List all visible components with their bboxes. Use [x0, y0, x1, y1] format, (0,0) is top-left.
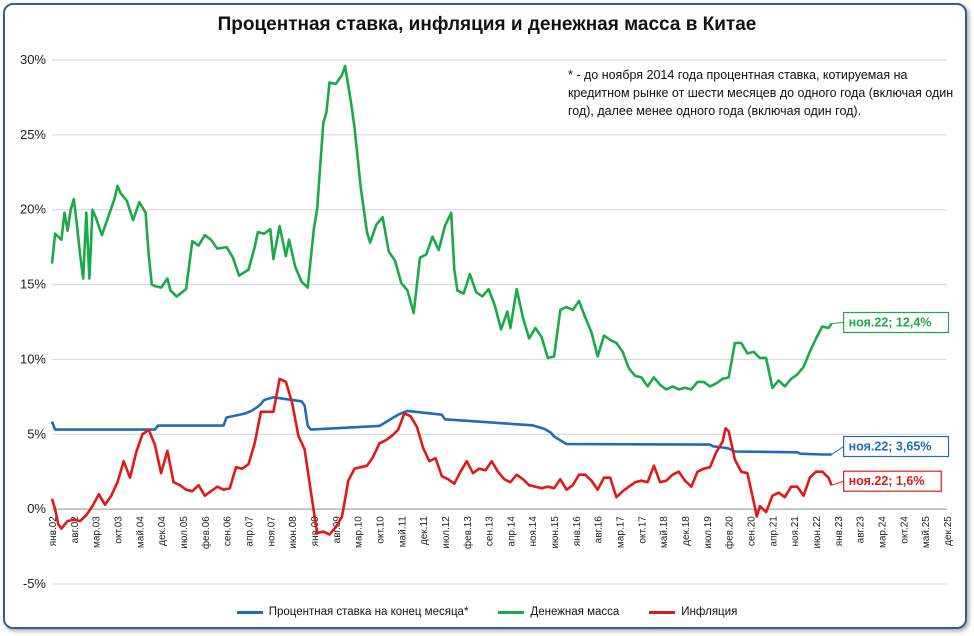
x-tick-label: авг.23 [856, 516, 867, 544]
x-tick-label: янв.23 [834, 516, 845, 547]
x-tick-label: июн.15 [550, 516, 561, 549]
x-tick-label: апр.07 [244, 516, 255, 547]
legend-label: Процентная ставка на конец месяца* [268, 606, 469, 618]
x-tick-label: июн.08 [288, 516, 299, 549]
grid-lines [52, 59, 947, 585]
x-tick-label: май.04 [135, 516, 146, 548]
x-tick-label: мар.10 [354, 516, 365, 548]
x-axis-ticks: янв.02 авг.02 мар.03 окт.03 май.04 дек.04 июл.… [48, 516, 954, 549]
x-tick-label: мар.17 [616, 516, 627, 548]
annotation-label: ноя.22; 12,4% [849, 315, 932, 329]
annotation-label: ноя.22; 1,6% [849, 474, 925, 488]
x-tick-label: авг.09 [332, 516, 343, 544]
x-tick-label: дек.25 [943, 516, 954, 546]
x-tick-label: ноя.14 [528, 516, 539, 547]
annotation-box [843, 311, 950, 334]
series-lines [50, 64, 833, 536]
annotation-box [843, 435, 950, 458]
x-tick-label: окт.17 [637, 516, 648, 544]
x-tick-label: сен.13 [485, 516, 496, 546]
legend-item-0: Процентная ставка на конец месяца* [236, 604, 469, 620]
y-tick-label: 0% [27, 501, 46, 516]
x-tick-label: янв.09 [310, 516, 321, 547]
legend-label: Инфляция [681, 606, 738, 618]
chart-title: Процентная ставка, инфляция и денежная м… [217, 14, 757, 35]
x-tick-label: мар.24 [878, 516, 889, 548]
y-tick-label: 10% [20, 351, 46, 366]
x-tick-label: дек.04 [157, 516, 168, 546]
legend: Процентная ставка на конец месяца* Денежн… [0, 604, 974, 620]
y-tick-label: -5% [23, 576, 47, 591]
legend-item-2: Инфляция [649, 604, 737, 620]
x-tick-label: дек.11 [419, 516, 430, 545]
annotation-leader [831, 480, 844, 486]
annotation-leader [831, 446, 844, 455]
x-tick-label: окт.24 [899, 516, 910, 544]
chart-frame [3, 3, 967, 629]
x-tick-label: сен.20 [747, 516, 758, 546]
x-tick-label: июл.19 [703, 516, 714, 549]
x-tick-label: июн.22 [812, 516, 823, 549]
x-tick-label: сен.06 [223, 516, 234, 546]
x-tick-label: май.25 [921, 516, 932, 548]
x-tick-label: май.11 [397, 516, 408, 548]
chart-note: * - до ноября 2014 года процентная ставк… [568, 68, 954, 118]
x-tick-label: май.18 [659, 516, 670, 548]
series-line-2 [50, 377, 833, 536]
legend-label: Денежная масса [530, 606, 620, 618]
x-tick-label: окт.03 [113, 516, 124, 544]
y-tick-label: 15% [20, 277, 46, 292]
legend-swatch [498, 610, 525, 614]
x-tick-label: июл.05 [179, 516, 190, 549]
y-tick-label: 20% [20, 202, 46, 217]
x-tick-label: янв.16 [572, 516, 583, 547]
x-tick-label: авг.16 [594, 516, 605, 544]
x-tick-label: фев.06 [200, 516, 212, 549]
series-line-1 [50, 64, 833, 391]
x-tick-label: мар.03 [92, 516, 103, 548]
x-tick-label: июл.12 [441, 516, 452, 549]
y-tick-label: 25% [20, 127, 46, 142]
annotation-leader [831, 321, 844, 324]
x-tick-label: дек.18 [681, 516, 692, 546]
x-tick-label: авг.02 [70, 516, 81, 544]
x-tick-label: апр.21 [768, 516, 779, 547]
y-axis-ticks: -5% 0% 5% 10% 15% 20% 25% 30% [20, 52, 46, 591]
y-tick-label: 5% [27, 426, 46, 441]
annotation-label: ноя.22; 3,65% [849, 439, 932, 453]
x-tick-label: окт.10 [375, 516, 386, 544]
annotation-box [843, 470, 942, 492]
x-tick-label: ноя.21 [790, 516, 801, 547]
x-tick-label: апр.14 [506, 516, 517, 547]
y-tick-label: 30% [20, 52, 46, 67]
x-tick-label: фев.20 [724, 516, 736, 549]
legend-item-1: Денежная масса [498, 604, 619, 620]
legend-swatch [649, 610, 676, 614]
x-tick-label: янв.02 [48, 516, 59, 547]
x-tick-label: фев.13 [462, 516, 474, 549]
annotations: ноя.22; 12,4% ноя.22; 3,65% ноя.22; 1,6% [831, 311, 950, 492]
x-tick-label: ноя.07 [266, 516, 277, 547]
series-line-0 [50, 396, 832, 456]
legend-swatch [236, 610, 263, 614]
